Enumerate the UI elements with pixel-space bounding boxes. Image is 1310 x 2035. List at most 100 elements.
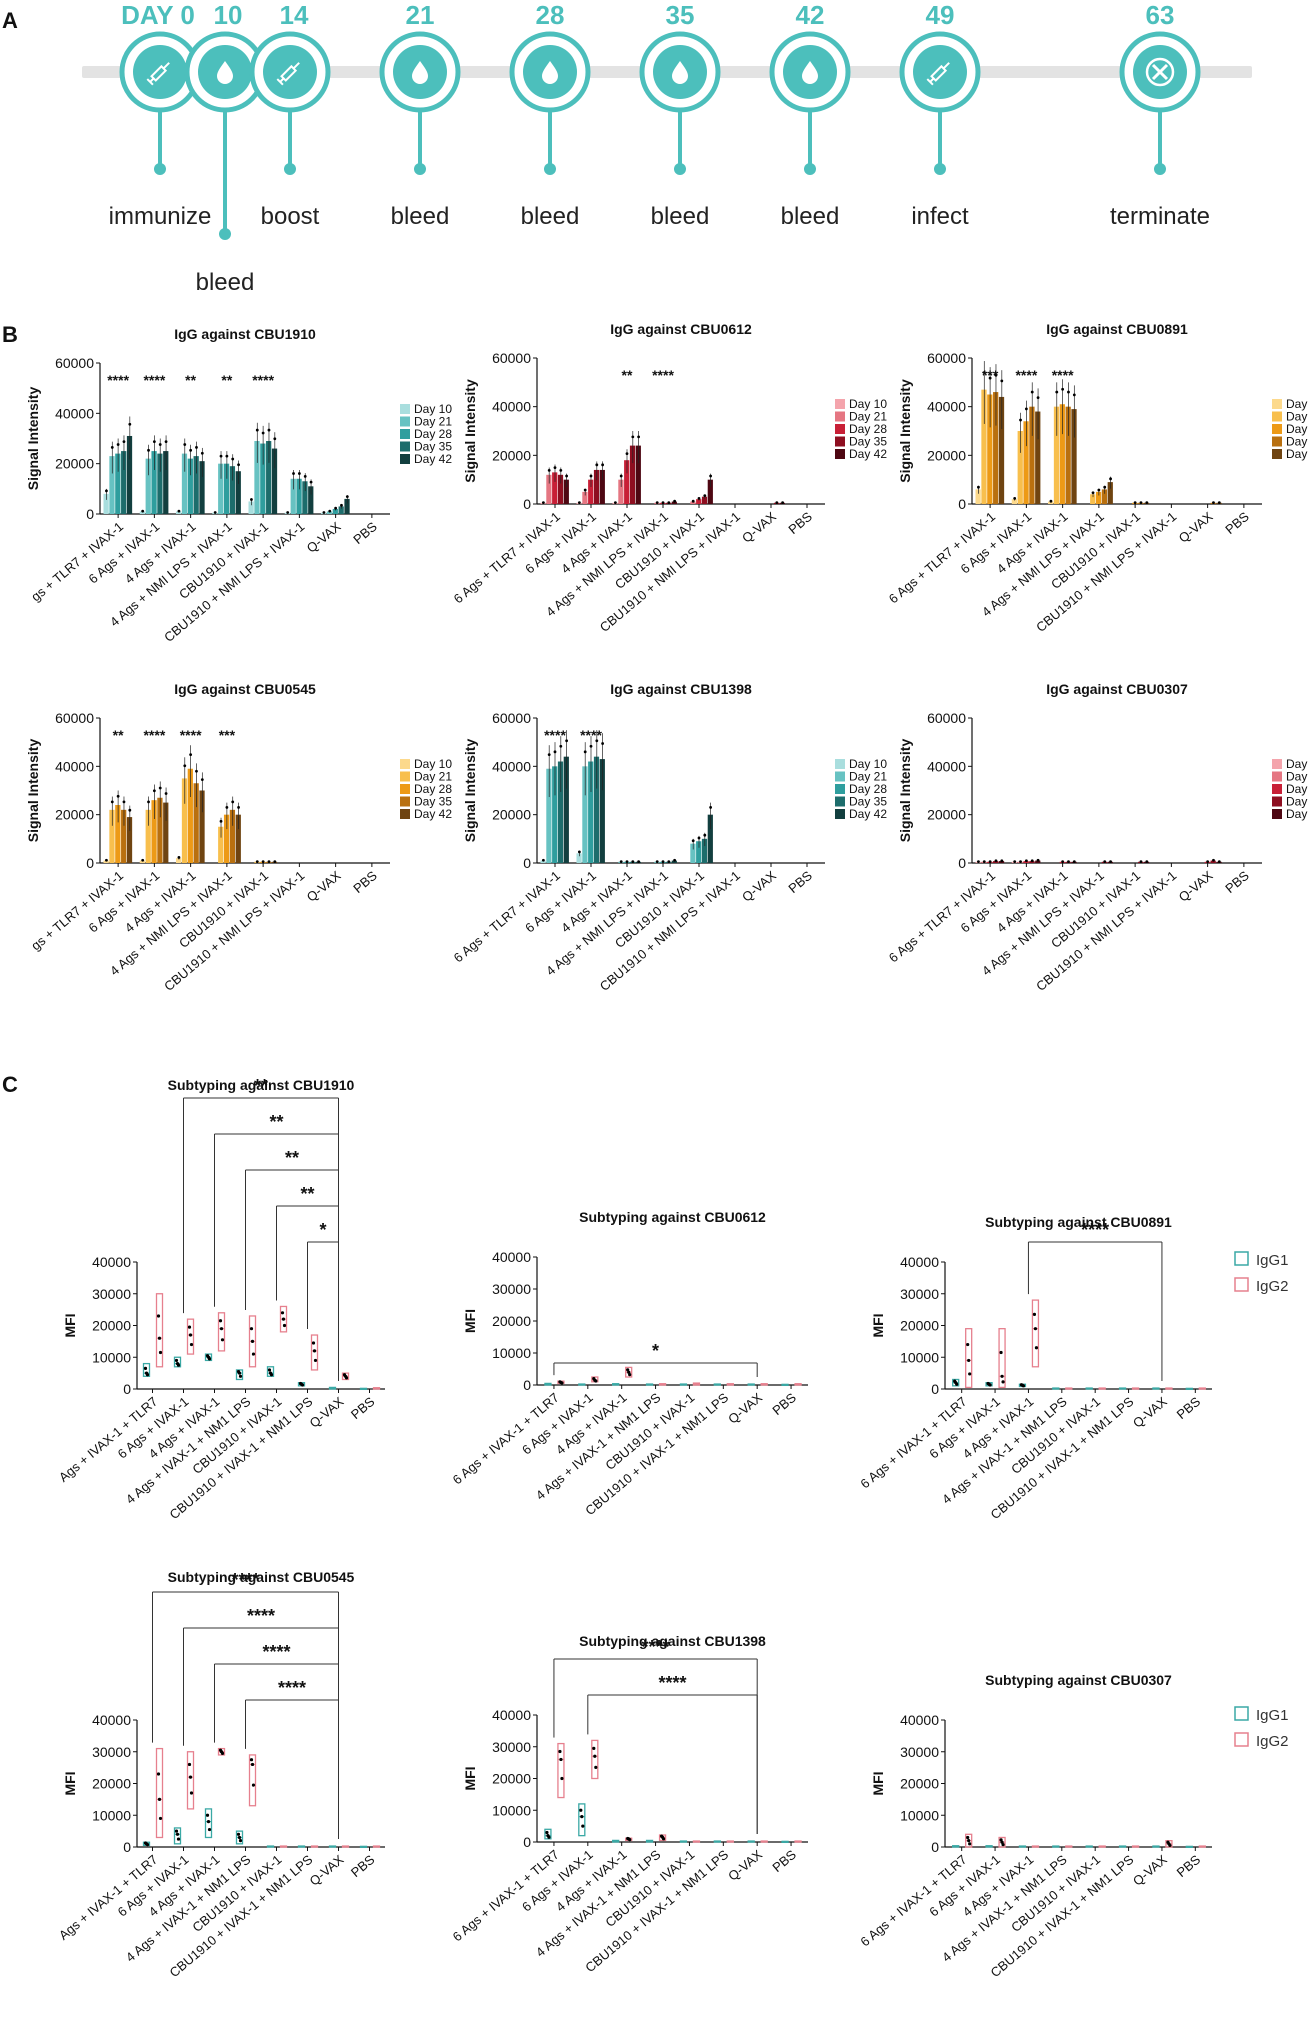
data-bar: [271, 448, 278, 514]
x-tick-label: PBS: [785, 868, 815, 896]
data-bar: [593, 756, 600, 863]
data-bar: [266, 441, 272, 514]
legend-swatch: [1272, 424, 1282, 434]
x-tick-label: Q-VAX: [304, 519, 344, 556]
data-bar: [103, 493, 109, 514]
data-point: [218, 1319, 223, 1323]
x-tick-label: PBS: [350, 519, 380, 547]
x-tick-label: Q-VAX: [725, 1390, 765, 1427]
data-point: [1061, 860, 1065, 864]
data-point: [594, 1379, 598, 1383]
range-box: [186, 1318, 195, 1355]
syringe-needle: [162, 62, 170, 70]
data-point: [219, 819, 223, 823]
data-point: [595, 463, 599, 467]
data-point: [625, 452, 629, 456]
data-bar: [121, 809, 127, 863]
data-bar: [181, 778, 188, 863]
blood-drop-shape: [672, 61, 688, 84]
data-bar: [109, 809, 115, 863]
data-point: [122, 440, 126, 444]
data-point: [583, 750, 587, 754]
data-bar: [176, 858, 182, 863]
legend-swatch: [400, 784, 410, 794]
data-bar: [115, 805, 121, 863]
legend-swatch: [400, 809, 410, 819]
syringe-icon: [276, 62, 300, 86]
data-bar: [176, 511, 182, 514]
chart-title: IgG against CBU1910: [174, 326, 316, 342]
legend-entry: Day 28: [414, 427, 452, 441]
significance-label: ***: [982, 367, 999, 383]
data-bar: [126, 435, 133, 514]
legend-swatch: [1234, 1732, 1249, 1747]
panel-letters: A B C: [2, 8, 18, 1097]
data-point: [547, 753, 551, 757]
x-tick-label: Q-VAX: [1176, 868, 1216, 905]
data-point: [541, 501, 545, 505]
timeline-event-label: bleed: [196, 269, 255, 296]
data-point: [261, 431, 265, 435]
data-point: [156, 1314, 161, 1318]
data-bar: [235, 471, 241, 514]
data-point: [157, 1797, 162, 1801]
data-point: [547, 469, 551, 472]
data-point: [322, 511, 326, 514]
data-point: [141, 509, 145, 513]
timeline-event-label: bleed: [651, 203, 710, 230]
y-axis-label: MFI: [62, 1771, 78, 1795]
data-point: [189, 448, 193, 452]
data-point: [994, 373, 998, 377]
data-point: [218, 1748, 223, 1752]
y-axis-label: MFI: [462, 1309, 478, 1333]
comparison-label: *: [652, 1341, 659, 1361]
comparison-label: ****: [262, 1642, 290, 1662]
data-point: [311, 1341, 316, 1345]
chart-c2: Subtyping against CBU0612 0 10000 20000 3000…: [450, 1209, 808, 1518]
data-point: [581, 1824, 585, 1828]
comparison-label: ****: [231, 1570, 259, 1590]
data-point: [545, 1830, 549, 1835]
legend-swatch: [835, 399, 845, 409]
legend-entry: Day 42: [414, 452, 452, 466]
data-point: [147, 448, 150, 452]
range-box: [557, 1742, 565, 1799]
timeline-disc: [913, 45, 967, 99]
data-point: [250, 1339, 255, 1343]
data-point: [225, 806, 229, 809]
timeline-panel: DAY 0 immunize 10 bleed 14 boost 21 bleed 28 blee…: [82, 0, 1252, 296]
chart-b1: IgG against CBU1910 0 20000 40000 60000 Signa…: [25, 326, 452, 645]
x-tick-label: PBS: [1222, 509, 1252, 537]
legend-entry: Day 10: [414, 402, 452, 416]
syringe-icon: [926, 62, 950, 86]
data-point: [1019, 418, 1022, 422]
chart-title: Subtyping against CBU0545: [168, 1569, 355, 1585]
data-point: [661, 1837, 666, 1841]
legend-entry: Day 10: [849, 757, 887, 771]
data-point: [231, 457, 235, 461]
data-point: [1055, 390, 1059, 394]
data-point: [1217, 501, 1221, 505]
data-bar: [563, 756, 569, 863]
data-point: [189, 753, 193, 757]
data-point: [560, 1381, 564, 1385]
data-point: [589, 744, 593, 748]
data-bar: [629, 445, 636, 504]
y-axis-label: Signal Intensity: [897, 739, 913, 843]
data-bar: [993, 392, 999, 504]
data-point: [982, 860, 986, 864]
data-bar: [701, 838, 708, 863]
data-point: [999, 1350, 1003, 1355]
data-point: [164, 440, 168, 444]
range-box: [142, 1362, 151, 1377]
data-bar: [218, 463, 224, 514]
timeline-disc: [133, 45, 187, 99]
data-point: [691, 839, 695, 843]
data-point: [1212, 858, 1215, 862]
data-point: [309, 480, 313, 484]
blood-drop-icon: [542, 61, 558, 84]
y-tick-label: 10000: [900, 1349, 939, 1365]
legend-entry: Day 21: [414, 770, 452, 784]
comparison-label: ****: [1081, 1220, 1109, 1240]
data-point: [709, 474, 713, 478]
